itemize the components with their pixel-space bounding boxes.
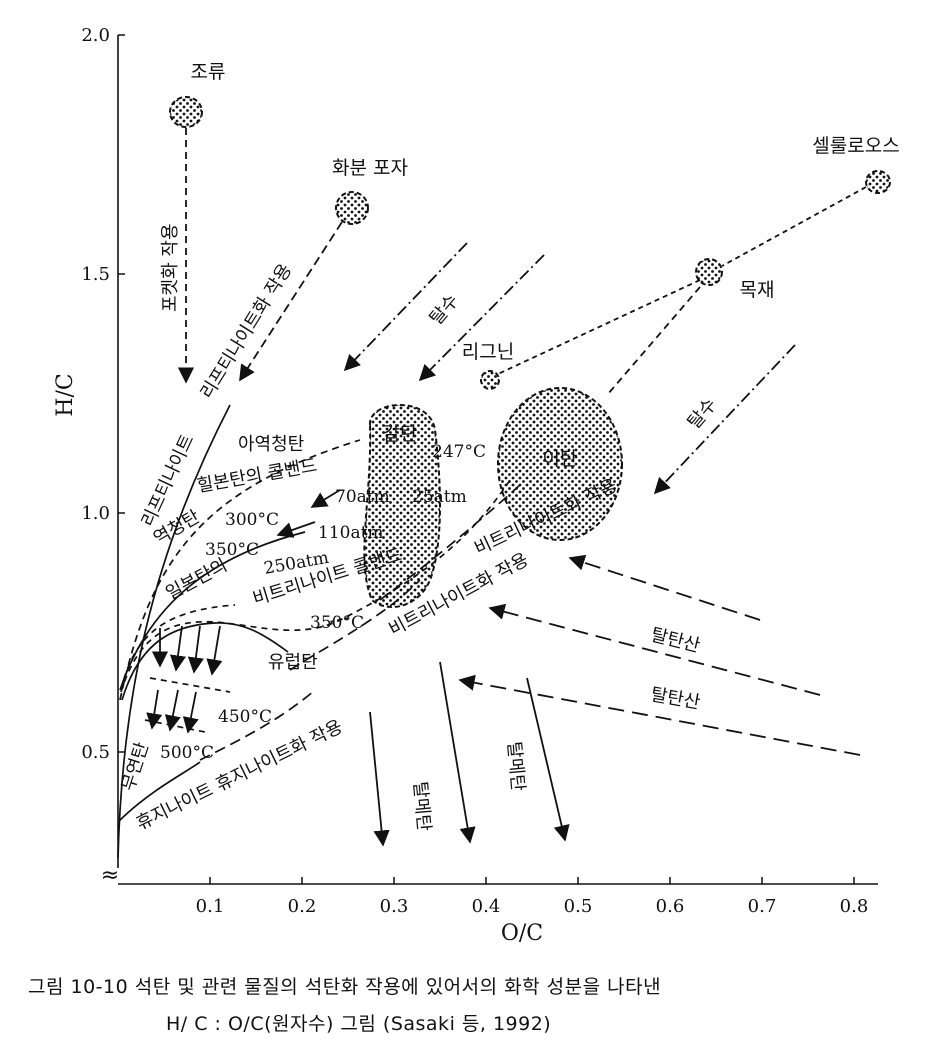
coalification-arrow-7 (182, 691, 199, 734)
x-tick-label: 0.2 (288, 896, 317, 917)
label-lignite: 갈탄 (383, 423, 418, 445)
label-peat: 이탄 (543, 448, 578, 470)
label-350c-lower: 350°C (310, 613, 364, 633)
trend-lines (146, 128, 867, 847)
peat-blob (497, 387, 623, 541)
algae-blob (169, 96, 203, 128)
pressure-arrow-110 (276, 521, 316, 538)
isotherm-450 (149, 677, 231, 693)
anthracite-curve (117, 761, 201, 823)
cellulose-to-wood-line (721, 186, 867, 267)
caption-line-1: 그림 10-10 석탄 및 관련 물질의 석탄화 작용에 있어서의 화학 성분을… (28, 976, 662, 998)
x-tick-label: 0.5 (564, 896, 593, 917)
x-tick-label: 0.8 (840, 896, 869, 917)
label-dehydration-2: 탈수 (684, 394, 721, 433)
wood-blob (695, 258, 723, 286)
y-tick-label: 1.0 (81, 503, 110, 524)
y-axis-label: H/C (53, 373, 78, 416)
label-lignin: 리그닌 (462, 341, 514, 363)
label-dehydration-1: 탈수 (426, 290, 463, 329)
label-70atm: 70atm (335, 487, 390, 507)
y-tick-label: 2.0 (81, 25, 110, 46)
label-110atm: 110atm (318, 523, 384, 543)
coalification-arrow-4 (206, 625, 223, 676)
caption-line-2: H/ C : O/C(원자수) 그림 (Sasaki 등, 1992) (166, 1013, 552, 1035)
pressure-arrow-70 (310, 489, 341, 508)
x-tick-label: 0.1 (196, 896, 225, 917)
x-axis-label: O/C (501, 921, 543, 946)
lignite-blob (363, 404, 441, 609)
axes (117, 35, 878, 885)
condition-labels: 247°C 70atm 25atm 300°C 110atm 350°C 250… (160, 442, 486, 763)
label-500c: 500°C (160, 743, 214, 763)
liptinite-band-curve (119, 439, 361, 701)
demethanation-arrow-1 (369, 711, 390, 847)
demethanation-arrow-2 (439, 661, 476, 844)
liptinite-boundary-curve (117, 404, 231, 859)
band-curves (117, 404, 521, 859)
coalification-arrow-2 (169, 625, 186, 672)
pressure-link (329, 617, 349, 623)
label-cellulose: 셀룰로오스 (812, 135, 899, 157)
y-tick-label: 0.5 (81, 742, 110, 763)
vitrinite-band-curve (120, 479, 511, 693)
wood-to-lignin-line (497, 279, 701, 375)
decarboxylation-arrow-3 (458, 674, 861, 756)
european-coal-curve (121, 622, 289, 701)
label-300c: 300°C (225, 510, 279, 530)
label-247c: 247°C (432, 442, 486, 462)
y-axis-ticks: 0.5 1.0 1.5 2.0 (81, 25, 125, 763)
label-wood: 목재 (740, 279, 775, 301)
dehydration-arrow-1 (343, 242, 468, 372)
label-450c: 450°C (218, 707, 272, 727)
dehydration-arrow-3 (653, 344, 796, 495)
x-tick-label: 0.4 (472, 896, 501, 917)
vitrinite-band-upper-curve (120, 604, 236, 691)
label-pollen: 화분 포자 (332, 157, 408, 179)
label-japanese-coal-band: 힐본탄의 콜밴드 (195, 455, 318, 497)
label-algae: 조류 (191, 61, 226, 83)
label-huminite-action: 휴지나이트 휴지나이트화 작용 (133, 716, 346, 834)
label-liptinite-action: 리프티나이트화 작용 (196, 260, 296, 402)
label-25atm: 25atm (412, 487, 467, 507)
label-european-coal: 유럽탄 (268, 652, 318, 673)
demethanation-arrow-3 (526, 677, 570, 842)
label-pocket: 포켓화 작용 (160, 223, 181, 312)
huminite-path-curve (199, 689, 316, 761)
coalification-arrow-6 (164, 689, 181, 732)
dehydration-arrow-2 (418, 254, 545, 382)
axis-break-mark: ≈ (101, 863, 119, 888)
label-demethanation-2: 탈메탄 (503, 741, 528, 792)
cellulose-blob (865, 170, 891, 194)
isotherm-500 (144, 719, 206, 733)
material-labels: 조류 화분 포자 셀룰로오스 목재 리그닌 갈탄 이탄 (191, 61, 900, 470)
coalification-arrow-5 (146, 689, 163, 730)
lignin-blob (480, 370, 500, 390)
decarboxylation-arrow-1 (568, 554, 761, 621)
label-decarboxylation-2: 탈탄산 (649, 684, 702, 713)
material-blobs (169, 96, 891, 609)
pollen-blob (335, 191, 369, 225)
x-axis-ticks: 0.1 0.2 0.3 0.4 0.5 0.6 0.7 0.8 (196, 877, 869, 917)
label-japanese-coal: 일본탄의 (162, 555, 230, 605)
coalification-diagram: ≈ 0.1 0.2 0.3 0.4 0.5 0.6 0.7 0.8 0.51.01.52.0 … (53, 25, 900, 946)
wood-to-peat-line (607, 286, 701, 395)
pollen-arrow (239, 221, 343, 382)
decarboxylation-arrow-2 (488, 603, 821, 696)
label-demethanation-1: 탈메탄 (409, 781, 434, 832)
x-tick-label: 0.6 (656, 896, 685, 917)
coalification-arrow-3 (187, 625, 204, 674)
y-tick-label: 1.5 (81, 264, 110, 285)
label-350c-upper: 350°C (205, 540, 259, 560)
x-tick-label: 0.7 (748, 896, 777, 917)
x-tick-label: 0.3 (380, 896, 409, 917)
label-subbituminous: 아역청탄 (238, 434, 304, 455)
